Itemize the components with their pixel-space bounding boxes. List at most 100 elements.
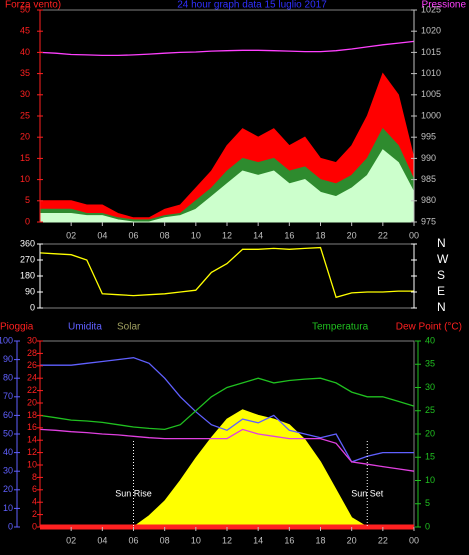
tick-label: 10: [27, 459, 37, 469]
tick-label: 20: [425, 428, 435, 438]
tick-label: 35: [425, 359, 435, 369]
tick-label: 24: [27, 373, 37, 383]
tick-label: 50: [3, 428, 13, 438]
tick-label: 18: [27, 410, 37, 420]
tick-label: 0: [32, 521, 37, 531]
tick-label: 20: [27, 397, 37, 407]
x-tick-label: 20: [347, 230, 357, 240]
series-line: [39, 428, 415, 472]
x-tick-label: 02: [66, 535, 76, 545]
annotation: Sun Set: [351, 488, 384, 498]
x-tick-label: 04: [97, 230, 107, 240]
tick-label: 40: [3, 447, 13, 457]
x-tick-label: 10: [191, 230, 201, 240]
tick-label: E: [437, 284, 445, 298]
tick-label: 100: [0, 335, 13, 345]
x-tick-label: 08: [160, 230, 170, 240]
tick-label: 35: [20, 68, 30, 78]
x-tick-label: 16: [284, 535, 294, 545]
tick-label: 360: [20, 238, 35, 248]
tick-label: 60: [3, 410, 13, 420]
series-line: [39, 40, 415, 57]
tick-label: 15: [425, 452, 435, 462]
x-tick-label: 12: [222, 230, 232, 240]
tick-label: 2: [32, 509, 37, 519]
tick-label: 70: [3, 391, 13, 401]
x-tick-label: 06: [128, 535, 138, 545]
tick-label: 8: [32, 472, 37, 482]
annotation: Sun Rise: [115, 488, 152, 498]
tick-label: 30: [425, 382, 435, 392]
tick-label: 90: [3, 354, 13, 364]
tick-label: 12: [27, 447, 37, 457]
tick-label: 10: [3, 503, 13, 513]
series-label: Temperatura: [312, 322, 369, 333]
x-tick-label: 18: [315, 230, 325, 240]
x-tick-label: 14: [253, 535, 263, 545]
x-tick-label: 08: [160, 535, 170, 545]
tick-label: 5: [25, 195, 30, 205]
tick-label: 25: [20, 110, 30, 120]
series-line: [39, 246, 414, 299]
y-axis-label: Forza vento): [5, 0, 61, 11]
tick-label: 180: [20, 270, 35, 280]
tick-label: 40: [425, 335, 435, 345]
x-tick-label: 02: [66, 230, 76, 240]
tick-label: W: [437, 252, 449, 266]
tick-label: 0: [425, 521, 430, 531]
tick-label: 15: [20, 153, 30, 163]
tick-label: 975: [421, 216, 436, 226]
tick-label: 1010: [421, 68, 441, 78]
x-tick-label: 00: [409, 230, 419, 240]
tick-label: 30: [3, 466, 13, 476]
tick-label: 6: [32, 484, 37, 494]
tick-label: 50: [20, 4, 30, 14]
series-label: Dew Point (°C): [396, 322, 462, 333]
series-line: [39, 377, 415, 431]
tick-label: 10: [425, 475, 435, 485]
y2-axis-label: Pressione: [422, 0, 467, 11]
tick-label: 30: [20, 89, 30, 99]
tick-label: 20: [20, 132, 30, 142]
x-tick-label: 22: [378, 535, 388, 545]
series-label: Solar: [117, 322, 141, 333]
tick-label: 1000: [421, 110, 441, 120]
tick-label: 990: [421, 153, 436, 163]
tick-label: 45: [20, 26, 30, 36]
tick-label: 10: [20, 174, 30, 184]
tick-label: 270: [20, 254, 35, 264]
tick-label: 26: [27, 360, 37, 370]
tick-label: 985: [421, 174, 436, 184]
tick-label: 40: [20, 47, 30, 57]
x-tick-label: 06: [128, 230, 138, 240]
series-label: Pioggia: [0, 322, 34, 333]
x-tick-label: 16: [284, 230, 294, 240]
tick-label: 22: [27, 385, 37, 395]
tick-label: 0: [30, 302, 35, 312]
tick-label: 90: [25, 286, 35, 296]
tick-label: 20: [3, 484, 13, 494]
x-tick-label: 04: [97, 535, 107, 545]
tick-label: 1025: [421, 4, 441, 14]
x-tick-label: 10: [191, 535, 201, 545]
tick-label: 0: [25, 216, 30, 226]
tick-label: N: [437, 300, 446, 314]
tick-label: S: [437, 268, 445, 282]
tick-label: 4: [32, 497, 37, 507]
series-area: [39, 149, 415, 223]
tick-label: N: [437, 236, 446, 250]
tick-label: 16: [27, 422, 37, 432]
x-tick-label: 00: [409, 535, 419, 545]
tick-label: 28: [27, 348, 37, 358]
tick-label: 5: [425, 498, 430, 508]
x-tick-label: 20: [347, 535, 357, 545]
tick-label: 80: [3, 373, 13, 383]
series-label: Umidita: [68, 322, 102, 333]
tick-label: 14: [27, 435, 37, 445]
tick-label: 30: [27, 335, 37, 345]
tick-label: 0: [8, 521, 13, 531]
tick-label: 980: [421, 195, 436, 205]
x-tick-label: 14: [253, 230, 263, 240]
